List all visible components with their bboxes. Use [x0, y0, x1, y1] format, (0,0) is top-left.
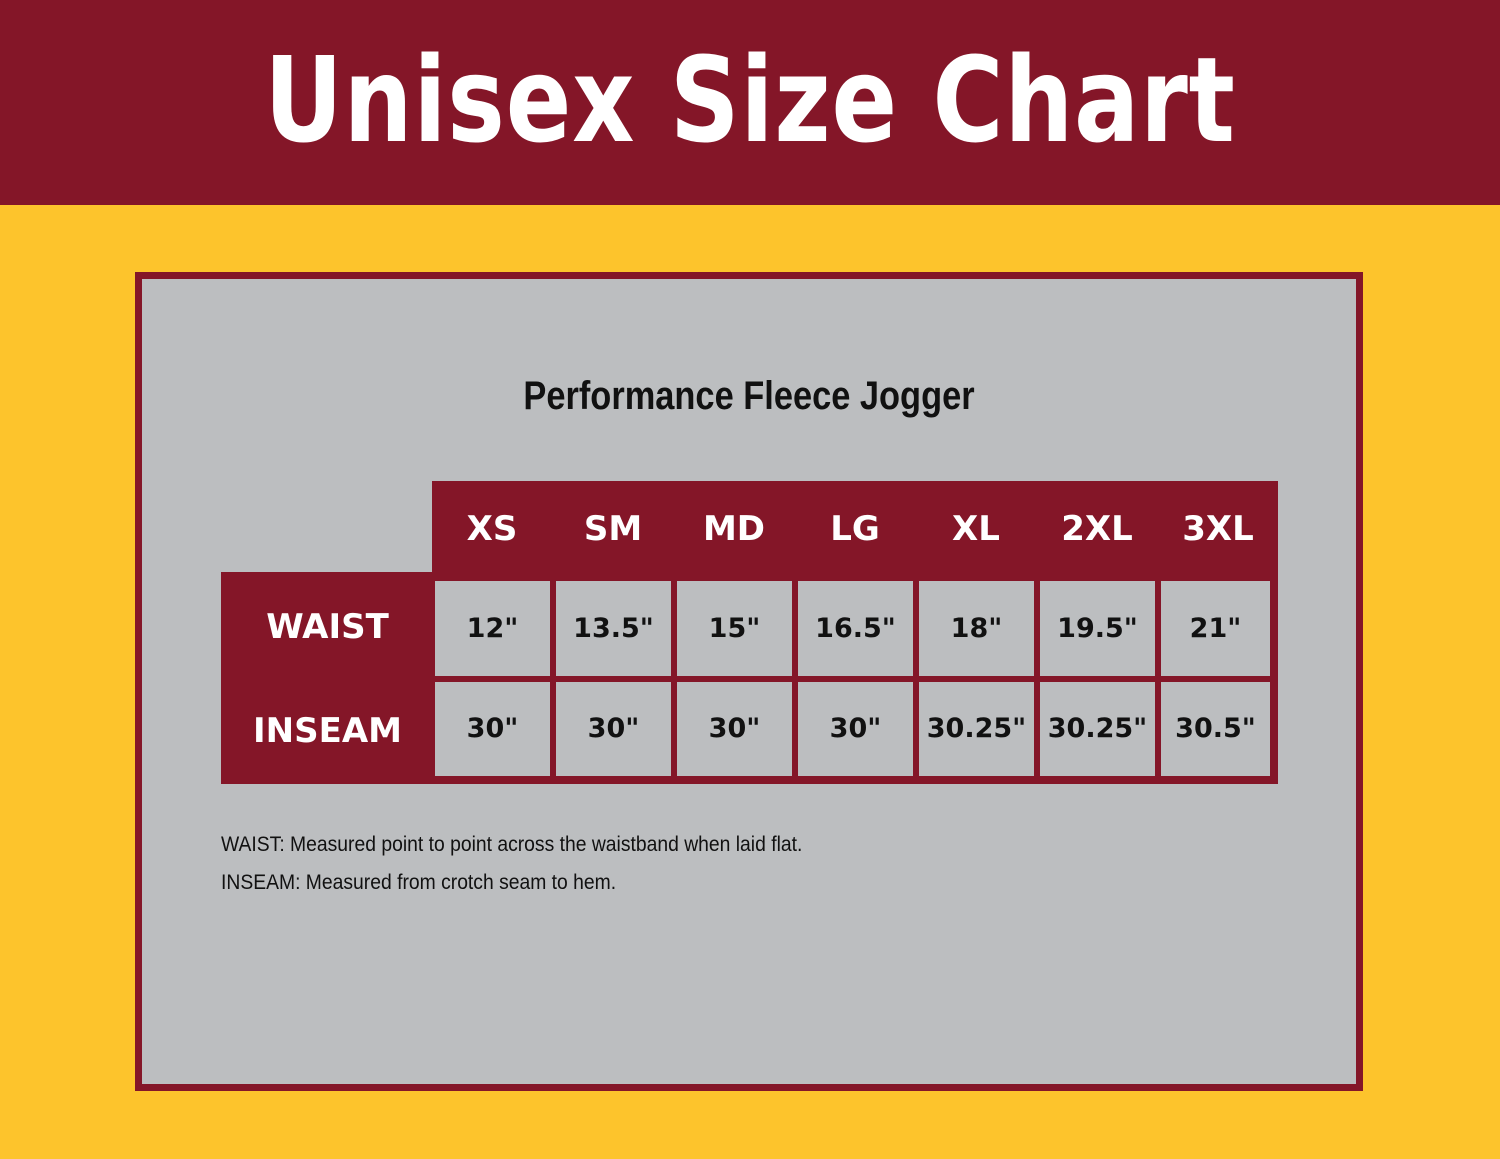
- size-header-row: XS SM MD LG XL 2XL 3XL: [432, 481, 1278, 581]
- note-waist: WAIST: Measured point to point across th…: [221, 833, 803, 856]
- table-cell: 30.5": [1161, 682, 1270, 776]
- size-header-cell: SM: [583, 509, 643, 549]
- table-cell: 30": [677, 682, 792, 776]
- note-inseam: INSEAM: Measured from crotch seam to hem…: [221, 871, 617, 894]
- table-cell: 30": [798, 682, 913, 776]
- size-header-cell: 3XL: [1182, 509, 1254, 549]
- table-cell: 15": [677, 581, 792, 676]
- size-chart-panel: Performance Fleece Jogger XS SM MD LG XL…: [135, 272, 1363, 1091]
- table-cell: 19.5": [1040, 581, 1155, 676]
- table-cell: 12": [435, 581, 550, 676]
- page-title: Unisex Size Chart: [264, 31, 1236, 169]
- size-values-grid: 12" 13.5" 15" 16.5" 18" 19.5" 21" 30" 30…: [432, 578, 1278, 784]
- row-label-column: WAIST INSEAM: [221, 572, 434, 784]
- row-label-inseam: INSEAM: [253, 711, 402, 751]
- table-cell: 30.25": [1040, 682, 1155, 776]
- size-header-cell: LG: [830, 509, 880, 549]
- size-header-cell: XL: [952, 509, 1000, 549]
- row-label-waist: WAIST: [266, 607, 389, 647]
- table-cell: 30": [556, 682, 671, 776]
- table-cell: 21": [1161, 581, 1270, 676]
- header-banner: Unisex Size Chart: [0, 0, 1500, 205]
- table-cell: 30.25": [919, 682, 1034, 776]
- size-header-cell: XS: [466, 509, 518, 549]
- size-header-cell: 2XL: [1061, 509, 1133, 549]
- table-cell: 30": [435, 682, 550, 776]
- table-cell: 16.5": [798, 581, 913, 676]
- table-cell: 13.5": [556, 581, 671, 676]
- table-cell: 18": [919, 581, 1034, 676]
- size-header-cell: MD: [702, 509, 766, 549]
- product-title: Performance Fleece Jogger: [523, 374, 975, 418]
